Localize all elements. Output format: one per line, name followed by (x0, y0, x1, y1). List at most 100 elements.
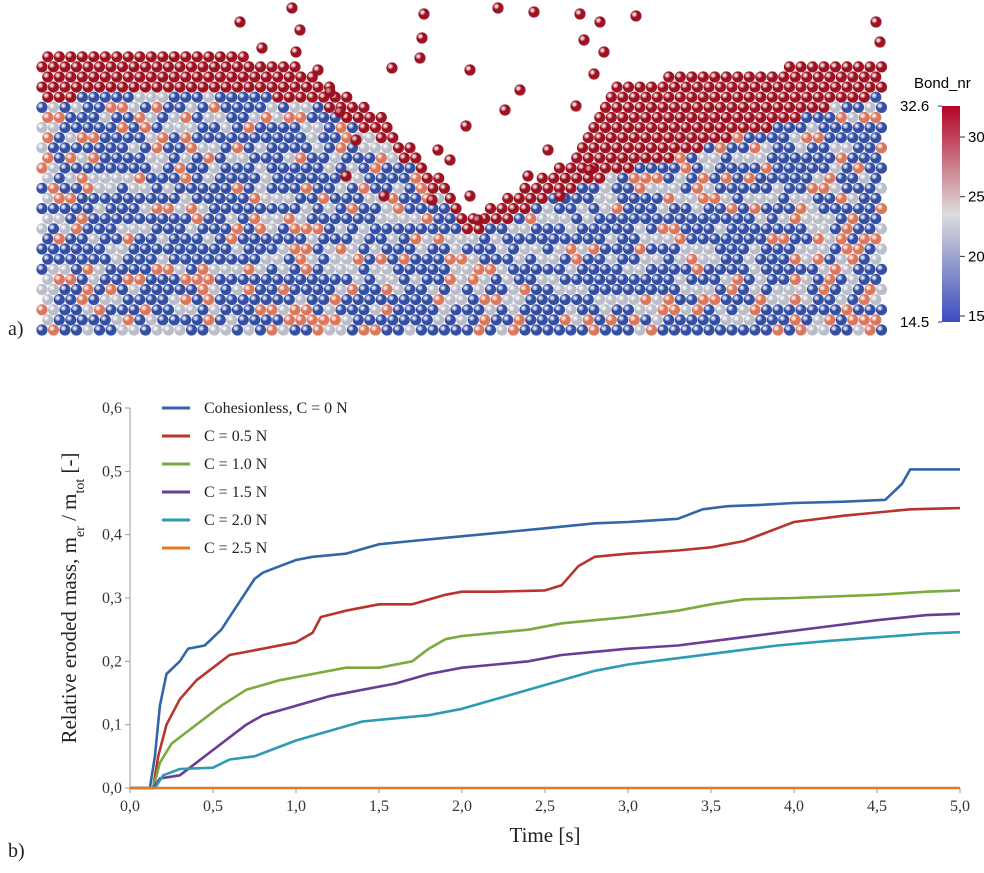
particle (220, 243, 232, 255)
particle (335, 283, 347, 296)
particle (576, 203, 589, 215)
particle (438, 182, 451, 194)
particle (312, 324, 324, 336)
particle (732, 91, 744, 103)
particle (243, 61, 255, 73)
particle (852, 81, 865, 93)
particle (116, 223, 129, 235)
particle (755, 91, 767, 103)
particle (139, 263, 152, 275)
particle (59, 324, 71, 336)
eroded-particle (426, 194, 438, 206)
particle (818, 283, 830, 296)
particle (93, 101, 106, 113)
particle (352, 233, 364, 245)
particle (852, 122, 865, 134)
particle (404, 162, 416, 174)
particle (806, 101, 819, 113)
particle (352, 213, 364, 225)
particle (737, 304, 750, 316)
particle (36, 203, 48, 215)
particle (295, 152, 307, 164)
particle (76, 91, 88, 103)
particle (663, 314, 675, 326)
particle (852, 101, 865, 113)
particle (65, 253, 77, 265)
particle (691, 142, 704, 154)
particle (220, 223, 232, 235)
particle (519, 324, 531, 336)
particle (680, 101, 692, 113)
particle (260, 132, 272, 144)
particle (226, 273, 238, 285)
particle (611, 243, 623, 255)
particle (82, 142, 94, 154)
particle (640, 132, 652, 144)
particle (720, 111, 732, 124)
particle (295, 294, 307, 306)
particle (801, 132, 813, 144)
particle (766, 132, 778, 144)
particle (847, 111, 859, 124)
particle (249, 132, 261, 144)
particle (369, 304, 382, 316)
particle (335, 243, 347, 255)
particle (634, 162, 646, 174)
particle (507, 203, 520, 215)
particle (749, 263, 761, 275)
particle (272, 294, 284, 306)
particle (444, 213, 456, 225)
particle (847, 253, 859, 265)
particle (806, 203, 819, 215)
particle (732, 273, 744, 285)
particle (243, 243, 255, 255)
particle (410, 172, 422, 184)
particle (128, 263, 140, 275)
particle (530, 203, 543, 215)
particle (352, 192, 364, 204)
particle (617, 91, 629, 103)
particle (168, 111, 180, 124)
particle (260, 172, 272, 184)
particle (599, 223, 612, 235)
particle (732, 192, 744, 204)
particle (743, 253, 755, 265)
particle (145, 111, 157, 124)
particle (536, 192, 548, 204)
particle (65, 172, 77, 184)
particle (174, 162, 186, 174)
particle (594, 172, 606, 184)
particle (168, 192, 180, 204)
particle (812, 192, 824, 204)
particle (875, 122, 888, 134)
particle (237, 111, 249, 124)
particle (312, 203, 324, 215)
particle (870, 213, 882, 225)
particle (588, 142, 600, 154)
particle (203, 172, 215, 184)
particle (818, 101, 830, 113)
particle (139, 81, 152, 93)
particle (260, 111, 272, 124)
particle (237, 51, 249, 63)
particle (812, 253, 824, 265)
particle (674, 172, 686, 184)
particle (709, 91, 721, 103)
particle (346, 304, 359, 316)
particle (691, 223, 704, 235)
particle (122, 213, 134, 225)
particle (456, 314, 468, 326)
particle (197, 243, 209, 255)
particle (226, 71, 238, 83)
particle (145, 294, 157, 306)
particle (203, 294, 215, 306)
particle (99, 273, 111, 285)
particle (513, 253, 525, 265)
particle (870, 314, 882, 326)
particle (93, 61, 106, 73)
particle (346, 324, 359, 336)
particle (157, 314, 169, 326)
particle (105, 81, 117, 93)
particle (358, 162, 370, 174)
particle (772, 203, 784, 215)
